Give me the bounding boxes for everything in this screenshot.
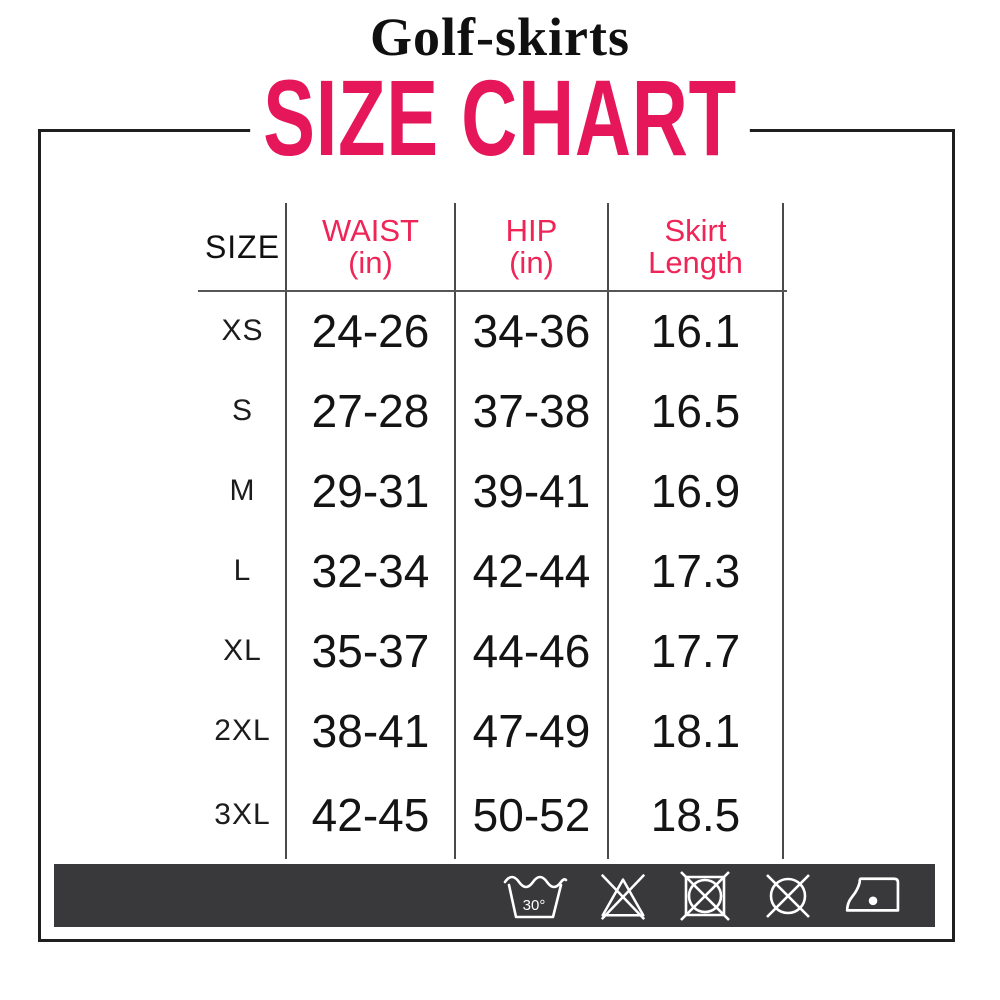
- waist-cell: 29-31: [287, 451, 456, 531]
- size-table: SIZE WAIST (in) HIP (in) Skirt Length: [200, 203, 784, 859]
- hip-cell: 47-49: [456, 691, 609, 771]
- hip-cell: 39-41: [456, 451, 609, 531]
- skirt-length-cell: 17.7: [609, 611, 784, 691]
- waist-cell: 38-41: [287, 691, 456, 771]
- column-header-hip: HIP (in): [456, 203, 609, 291]
- brand-title: Golf-skirts: [370, 7, 630, 67]
- column-header-size: SIZE: [200, 203, 287, 291]
- waist-cell: 42-45: [287, 771, 456, 859]
- skirt-length-cell: 16.5: [609, 371, 784, 451]
- hip-cell: 42-44: [456, 531, 609, 611]
- size-cell: XL: [200, 611, 287, 691]
- waist-cell: 32-34: [287, 531, 456, 611]
- size-cell: 3XL: [200, 771, 287, 859]
- size-cell: S: [200, 371, 287, 451]
- hip-cell: 34-36: [456, 291, 609, 371]
- waist-cell: 35-37: [287, 611, 456, 691]
- hip-cell: 44-46: [456, 611, 609, 691]
- size-cell: M: [200, 451, 287, 531]
- machine-wash-30-icon: 30°: [501, 870, 569, 922]
- skirt-length-cell: 18.1: [609, 691, 784, 771]
- size-cell: 2XL: [200, 691, 287, 771]
- do-not-bleach-icon: [596, 869, 650, 923]
- hip-cell: 50-52: [456, 771, 609, 859]
- do-not-tumble-dry-icon: [677, 868, 733, 924]
- care-instructions-bar: 30°: [54, 864, 935, 927]
- column-header-skirt-length: Skirt Length: [609, 203, 784, 291]
- header-divider-line: [198, 290, 787, 292]
- svg-text:30°: 30°: [523, 897, 546, 914]
- skirt-length-cell: 16.9: [609, 451, 784, 531]
- iron-low-heat-icon: [843, 873, 905, 919]
- do-not-dry-clean-icon: [760, 868, 816, 924]
- page-title: SIZE CHART: [250, 64, 750, 172]
- waist-cell: 27-28: [287, 371, 456, 451]
- size-cell: XS: [200, 291, 287, 371]
- hip-cell: 37-38: [456, 371, 609, 451]
- column-header-waist: WAIST (in): [287, 203, 456, 291]
- skirt-length-cell: 16.1: [609, 291, 784, 371]
- size-cell: L: [200, 531, 287, 611]
- skirt-length-cell: 17.3: [609, 531, 784, 611]
- skirt-length-cell: 18.5: [609, 771, 784, 859]
- waist-cell: 24-26: [287, 291, 456, 371]
